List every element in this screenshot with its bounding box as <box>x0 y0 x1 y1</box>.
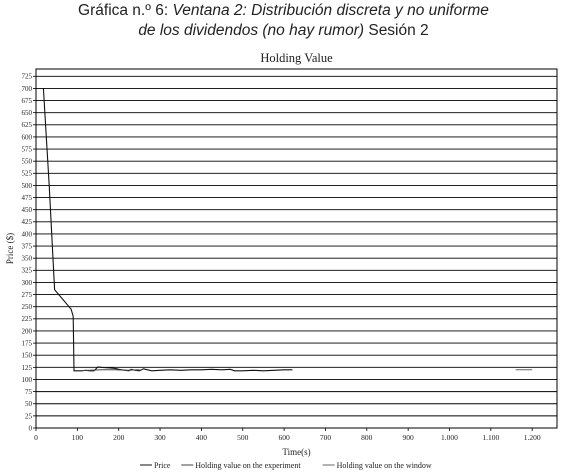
legend-item-1: Price <box>154 461 171 470</box>
x-tick-label: 600 <box>278 433 290 442</box>
y-tick-label: 300 <box>22 279 33 287</box>
series-line-1 <box>42 88 293 372</box>
y-tick-label: 450 <box>22 206 33 214</box>
y-tick-label: 550 <box>22 158 33 166</box>
series-line-2 <box>77 369 140 372</box>
y-tick-label: 0 <box>29 424 33 432</box>
y-tick-label: 250 <box>22 303 33 311</box>
y-tick-label: 325 <box>22 267 33 275</box>
y-tick-label: 725 <box>22 73 33 81</box>
x-tick-label: 0 <box>34 433 38 442</box>
y-tick-label: 125 <box>22 364 33 372</box>
y-tick-label: 525 <box>22 170 33 178</box>
y-axis-label: Price ($) <box>5 233 15 264</box>
y-tick-label: 675 <box>22 97 33 105</box>
y-tick-label: 225 <box>22 315 33 323</box>
plot-frame <box>35 68 558 429</box>
y-tick-label: 600 <box>22 133 33 141</box>
y-tick-label: 150 <box>22 352 33 360</box>
x-tick-label: 800 <box>361 433 373 442</box>
x-tick-label: 400 <box>196 433 208 442</box>
y-tick-label: 575 <box>22 145 33 153</box>
legend-item-2: Holding value on the experiment <box>195 461 301 470</box>
x-tick-label: 100 <box>72 433 84 442</box>
chart-title: Holding Value <box>260 51 333 65</box>
x-tick-label: 1.100 <box>482 433 499 442</box>
y-tick-label: 75 <box>25 388 33 396</box>
caption-prefix: Gráfica n.º 6: <box>78 2 173 19</box>
caption-italic-1: Ventana 2: Distribución discreta y no un… <box>172 2 489 19</box>
y-tick-label: 275 <box>22 291 33 299</box>
y-tick-label: 175 <box>22 340 33 348</box>
y-tick-label: 625 <box>22 121 33 129</box>
caption-italic-2: de los dividendos (no hay rumor) <box>138 22 365 39</box>
x-tick-label: 700 <box>320 433 332 442</box>
x-tick-label: 1.200 <box>524 433 541 442</box>
x-tick-label: 1.000 <box>441 433 458 442</box>
y-tick-label: 100 <box>22 376 33 384</box>
figure-caption-line-1: Gráfica n.º 6: Ventana 2: Distribución d… <box>0 2 567 20</box>
y-tick-label: 400 <box>22 230 33 238</box>
x-tick-label: 300 <box>154 433 166 442</box>
y-tick-label: 50 <box>25 400 33 408</box>
y-tick-label: 25 <box>25 412 33 420</box>
y-tick-label: 375 <box>22 242 33 250</box>
y-tick-label: 650 <box>22 109 33 117</box>
caption-suffix: Sesión 2 <box>364 22 429 39</box>
x-tick-label: 500 <box>237 433 249 442</box>
y-tick-label: 350 <box>22 255 33 263</box>
y-tick-label: 200 <box>22 327 33 335</box>
figure-caption-line-2: de los dividendos (no hay rumor) Sesión … <box>0 22 567 40</box>
x-tick-label: 200 <box>113 433 125 442</box>
y-tick-label: 500 <box>22 182 33 190</box>
y-tick-label: 700 <box>22 85 33 93</box>
x-axis-label: Time(s) <box>282 447 310 457</box>
x-tick-label: 900 <box>403 433 415 442</box>
legend-item-3: Holding value on the window <box>337 461 432 470</box>
y-tick-label: 475 <box>22 194 33 202</box>
y-tick-label: 425 <box>22 218 33 226</box>
